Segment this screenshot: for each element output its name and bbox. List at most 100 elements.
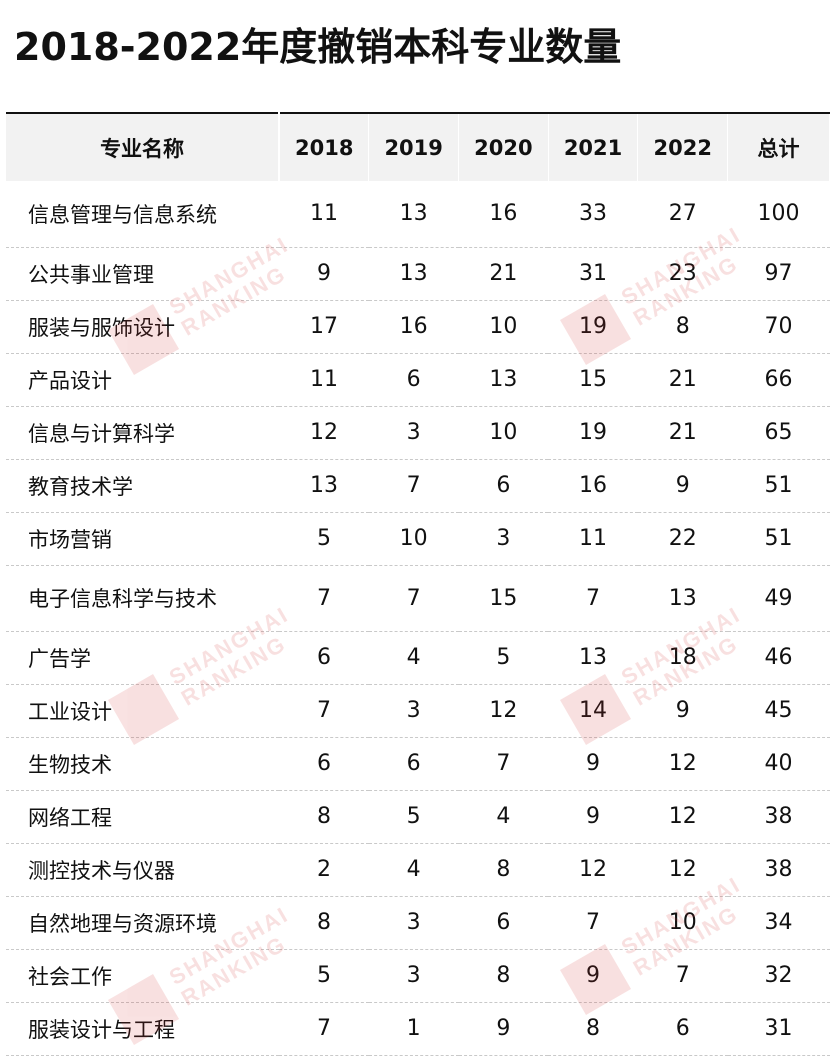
cell-value: 15 [489,585,518,611]
cell-value: 9 [586,963,601,988]
table-row: 教育技术学 13 7 6 16 9 51 [6,459,830,512]
cell-value: 16 [399,314,428,339]
column-header-name: 专业名称 [6,113,281,181]
cell-value: 97 [764,261,793,286]
cell-value: 11 [309,367,338,392]
cell-value: 8 [316,910,331,935]
cell-value: 8 [496,857,511,882]
table-row: 市场营销 5 10 3 11 22 51 [6,512,830,565]
cell-value: 13 [489,367,518,392]
cell-value: 6 [316,751,331,776]
cell-value: 6 [406,751,421,776]
cell-value: 32 [764,963,793,988]
cell-value: 38 [764,804,793,829]
cell-major-name: 教育技术学 [28,474,133,499]
table-header-row: 专业名称 2018 2019 2020 2021 2022 总计 [6,113,830,181]
cell-major-name: 信息与计算科学 [28,421,175,446]
cell-value: 66 [764,367,793,392]
cell-value: 3 [406,698,421,723]
cell-value: 12 [668,804,697,829]
table-row: 信息与计算科学 12 3 10 19 21 65 [6,406,830,459]
table-row: 服装与服饰设计 17 16 10 19 8 70 [6,300,830,353]
cell-major-name: 市场营销 [28,527,112,552]
cell-value: 12 [579,857,608,882]
cell-value: 4 [496,804,511,829]
table-row: 公共事业管理 9 13 21 31 23 97 [6,247,830,300]
cell-value: 5 [316,526,331,551]
cell-value: 7 [406,473,421,498]
column-header-4: 2021 [548,113,639,181]
cell-value: 49 [764,585,793,611]
cell-value: 9 [316,261,331,286]
cell-value: 6 [316,645,331,670]
table-row: 自然地理与资源环境 8 3 6 7 10 34 [6,896,830,949]
column-header-6: 总计 [727,113,830,181]
cell-value: 9 [675,473,690,498]
cell-value: 9 [586,751,601,776]
cell-value: 45 [764,698,793,723]
cell-major-name: 公共事业管理 [28,262,154,287]
table-row: 产品设计 11 6 13 15 21 66 [6,353,830,406]
table-row: 广告学 6 4 5 13 18 46 [6,631,830,684]
cell-value: 27 [668,201,697,227]
table-row: 测控技术与仪器 2 4 8 12 12 38 [6,843,830,896]
data-table-container: 专业名称 2018 2019 2020 2021 2022 总计 信息管理与信息系统 11 13… [6,112,830,1056]
table-row: 信息管理与信息系统 11 13 16 33 27 100 [6,181,830,247]
cell-value: 5 [316,963,331,988]
cell-value: 9 [675,698,690,723]
cell-value: 7 [586,585,601,611]
cell-value: 1 [406,1016,421,1041]
table-row: 社会工作 5 3 8 9 7 32 [6,949,830,1002]
cell-value: 21 [668,420,697,445]
cell-value: 34 [764,910,793,935]
cell-value: 3 [406,420,421,445]
cell-value: 10 [668,910,697,935]
cell-major-name: 信息管理与信息系统 [28,202,217,227]
cell-value: 8 [586,1016,601,1041]
cell-value: 6 [496,910,511,935]
cell-major-name: 服装与服饰设计 [28,315,175,340]
cell-value: 13 [399,201,428,227]
cell-value: 11 [309,201,338,227]
table-row: 服装设计与工程 7 1 9 8 6 31 [6,1002,830,1055]
cell-value: 9 [496,1016,511,1041]
cell-major-name: 广告学 [28,646,91,671]
cell-value: 33 [579,201,608,227]
cell-value: 12 [668,751,697,776]
cell-value: 4 [406,857,421,882]
cell-value: 7 [316,1016,331,1041]
cell-value: 46 [764,645,793,670]
table-row: 电子信息科学与技术 7 7 15 7 13 49 [6,565,830,631]
cell-value: 70 [764,314,793,339]
page-title: 2018-2022年度撤销本科专业数量 [14,25,622,69]
cell-value: 15 [579,367,608,392]
cell-value: 8 [316,804,331,829]
cell-value: 16 [489,201,518,227]
cell-value: 10 [399,526,428,551]
cell-value: 12 [309,420,338,445]
table-row: 工业设计 7 3 12 14 9 45 [6,684,830,737]
cell-value: 13 [579,645,608,670]
column-header-2: 2019 [368,113,460,181]
cell-value: 3 [406,963,421,988]
cell-major-name: 服装设计与工程 [28,1017,175,1042]
column-header-1: 2018 [279,113,370,181]
cell-value: 19 [579,420,608,445]
cell-value: 51 [764,473,793,498]
column-header-3: 2020 [458,113,549,181]
cell-value: 7 [316,698,331,723]
cell-value: 3 [406,910,421,935]
cell-value: 12 [489,698,518,723]
cell-major-name: 社会工作 [28,964,112,989]
cell-value: 14 [579,698,608,723]
cell-value: 5 [406,804,421,829]
cell-value: 22 [668,526,697,551]
cell-value: 40 [764,751,793,776]
cell-value: 2 [316,857,331,882]
cell-major-name: 自然地理与资源环境 [28,911,217,936]
cell-major-name: 测控技术与仪器 [28,858,175,883]
data-table: 专业名称 2018 2019 2020 2021 2022 总计 信息管理与信息系统 11 13… [6,112,830,1056]
cell-value: 6 [406,367,421,392]
cell-value: 100 [757,201,800,227]
cell-value: 38 [764,857,793,882]
